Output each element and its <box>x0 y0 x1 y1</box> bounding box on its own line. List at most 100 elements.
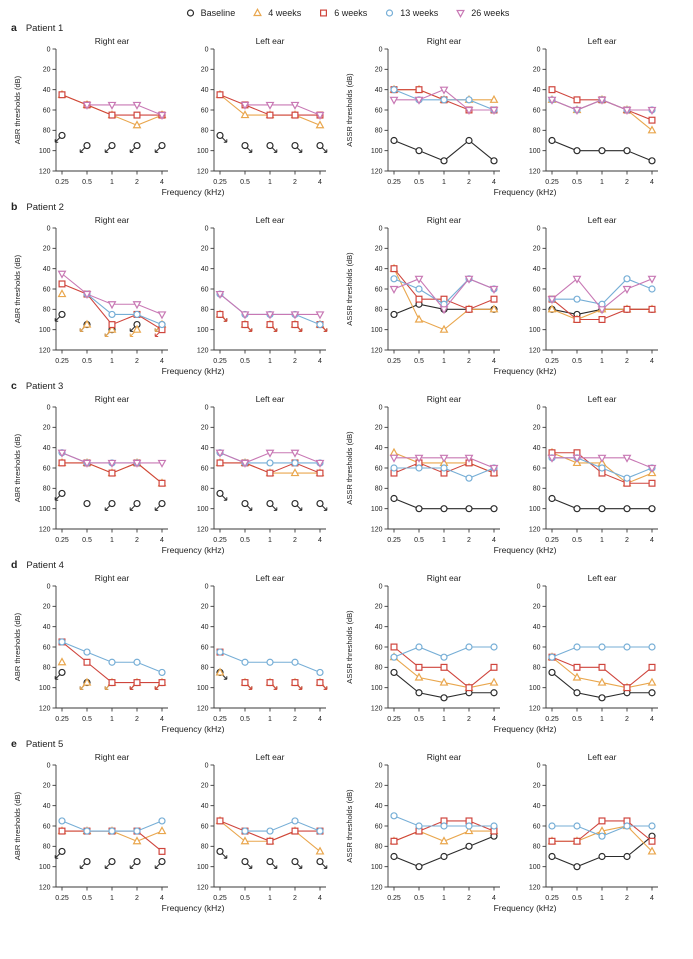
data-point-marker <box>132 101 142 110</box>
data-point-marker <box>216 489 224 498</box>
no-response-arrow <box>129 147 136 153</box>
legend-item-w4: 4 weeks <box>251 7 301 19</box>
data-point-marker <box>465 684 473 692</box>
y-tick-label: 60 <box>43 644 51 651</box>
panel-title: Right ear <box>95 36 130 46</box>
data-point-marker <box>240 459 250 468</box>
data-point-marker <box>548 136 556 145</box>
figure: a Patient 1 Right ear ABR thresholds (dB) 0 2… <box>0 22 693 916</box>
x-tick-label: 2 <box>625 358 629 365</box>
data-point-marker <box>414 314 424 323</box>
data-point-marker <box>316 827 324 835</box>
x-tick-label: 0.25 <box>387 179 401 186</box>
y-tick-label: 0 <box>537 404 541 411</box>
series-w13 <box>241 817 324 835</box>
y-tick-label: 60 <box>201 286 209 293</box>
data-point-marker <box>291 857 299 866</box>
no-response-arrow <box>221 495 228 501</box>
data-point-marker <box>415 663 423 671</box>
series-baseline <box>54 131 166 153</box>
axis-spines <box>213 407 326 530</box>
y-tick-label: 80 <box>43 128 51 135</box>
data-point-marker <box>133 499 141 508</box>
x-tick-label: 4 <box>492 358 496 365</box>
series-w4 <box>547 652 657 691</box>
y-tick-label: 60 <box>375 107 383 114</box>
data-point-marker <box>465 643 473 651</box>
panel-title: Left ear <box>256 752 285 762</box>
y-tick-label: 80 <box>533 128 541 135</box>
data-point-marker <box>390 494 398 503</box>
data-point-marker <box>158 141 166 150</box>
series-baseline <box>390 136 498 165</box>
y-tick-label: 20 <box>533 783 541 790</box>
data-point-marker <box>623 822 631 830</box>
series-w26 <box>215 449 325 468</box>
data-point-marker <box>157 111 167 121</box>
y-tick-label: 20 <box>533 604 541 611</box>
data-point-marker <box>157 826 167 835</box>
data-point-marker <box>440 653 448 661</box>
y-tick-label: 80 <box>375 486 383 493</box>
data-point-marker <box>83 827 91 835</box>
series-baseline <box>390 668 498 702</box>
data-point-marker <box>83 658 91 666</box>
y-tick-label: 40 <box>43 624 51 631</box>
data-point-marker <box>240 110 250 119</box>
x-tick-label: 0.5 <box>82 895 92 902</box>
y-tick-label: 0 <box>205 404 209 411</box>
y-tick-label: 60 <box>43 823 51 830</box>
series-w13 <box>390 86 498 114</box>
y-tick-label: 80 <box>533 844 541 851</box>
y-tick-label: 80 <box>201 307 209 314</box>
y-axis-label: ASSR thresholds (dB) <box>345 252 354 326</box>
data-point-marker <box>390 852 398 861</box>
panel-title: Left ear <box>588 215 617 225</box>
x-tick-label: 2 <box>293 179 297 186</box>
series-w26 <box>389 454 499 473</box>
panel-letter: a <box>11 22 17 34</box>
x-tick-label: 0.5 <box>572 179 582 186</box>
data-point-marker <box>316 857 324 866</box>
x-tick-label: 2 <box>135 179 139 186</box>
patient-row-d: d Patient 4 Right ear ABR thresholds (dB) 0 2… <box>4 559 693 737</box>
x-tick-label: 2 <box>625 179 629 186</box>
y-tick-label: 40 <box>201 803 209 810</box>
x-tick-label: 0.25 <box>213 179 227 186</box>
y-axis-label: ASSR thresholds (dB) <box>345 431 354 505</box>
data-point-marker <box>390 275 398 283</box>
x-tick-label: 0.5 <box>572 895 582 902</box>
no-response-arrow <box>154 863 161 869</box>
y-tick-label: 0 <box>205 762 209 769</box>
data-point-marker <box>623 474 631 482</box>
data-point-marker <box>316 320 324 329</box>
y-tick-label: 80 <box>201 128 209 135</box>
data-point-marker <box>215 449 225 458</box>
y-tick-label: 40 <box>201 266 209 273</box>
data-point-marker <box>440 464 448 472</box>
y-tick-label: 20 <box>375 246 383 253</box>
data-point-marker <box>440 157 448 165</box>
x-tick-label: 0.5 <box>572 537 582 544</box>
data-point-marker <box>241 658 249 666</box>
y-tick-label: 20 <box>43 67 51 74</box>
data-point-marker <box>414 672 424 681</box>
x-tick-label: 4 <box>650 895 654 902</box>
y-tick-label: 100 <box>371 327 383 334</box>
series-baseline <box>216 131 328 153</box>
data-point-marker <box>547 454 557 463</box>
y-tick-label: 60 <box>533 286 541 293</box>
data-point-marker <box>548 668 556 677</box>
patient-label: Patient 1 <box>25 23 64 34</box>
data-point-marker <box>648 116 656 124</box>
data-point-marker <box>415 86 423 94</box>
legend-item-w6: 6 weeks <box>317 7 367 19</box>
data-point-marker <box>415 863 423 871</box>
series-line <box>245 104 321 116</box>
x-tick-label: 0.5 <box>414 895 424 902</box>
x-tick-label: 1 <box>268 358 272 365</box>
data-point-marker <box>465 96 473 104</box>
series-baseline <box>390 494 498 513</box>
data-point-marker <box>648 689 656 697</box>
data-point-marker <box>548 494 556 503</box>
